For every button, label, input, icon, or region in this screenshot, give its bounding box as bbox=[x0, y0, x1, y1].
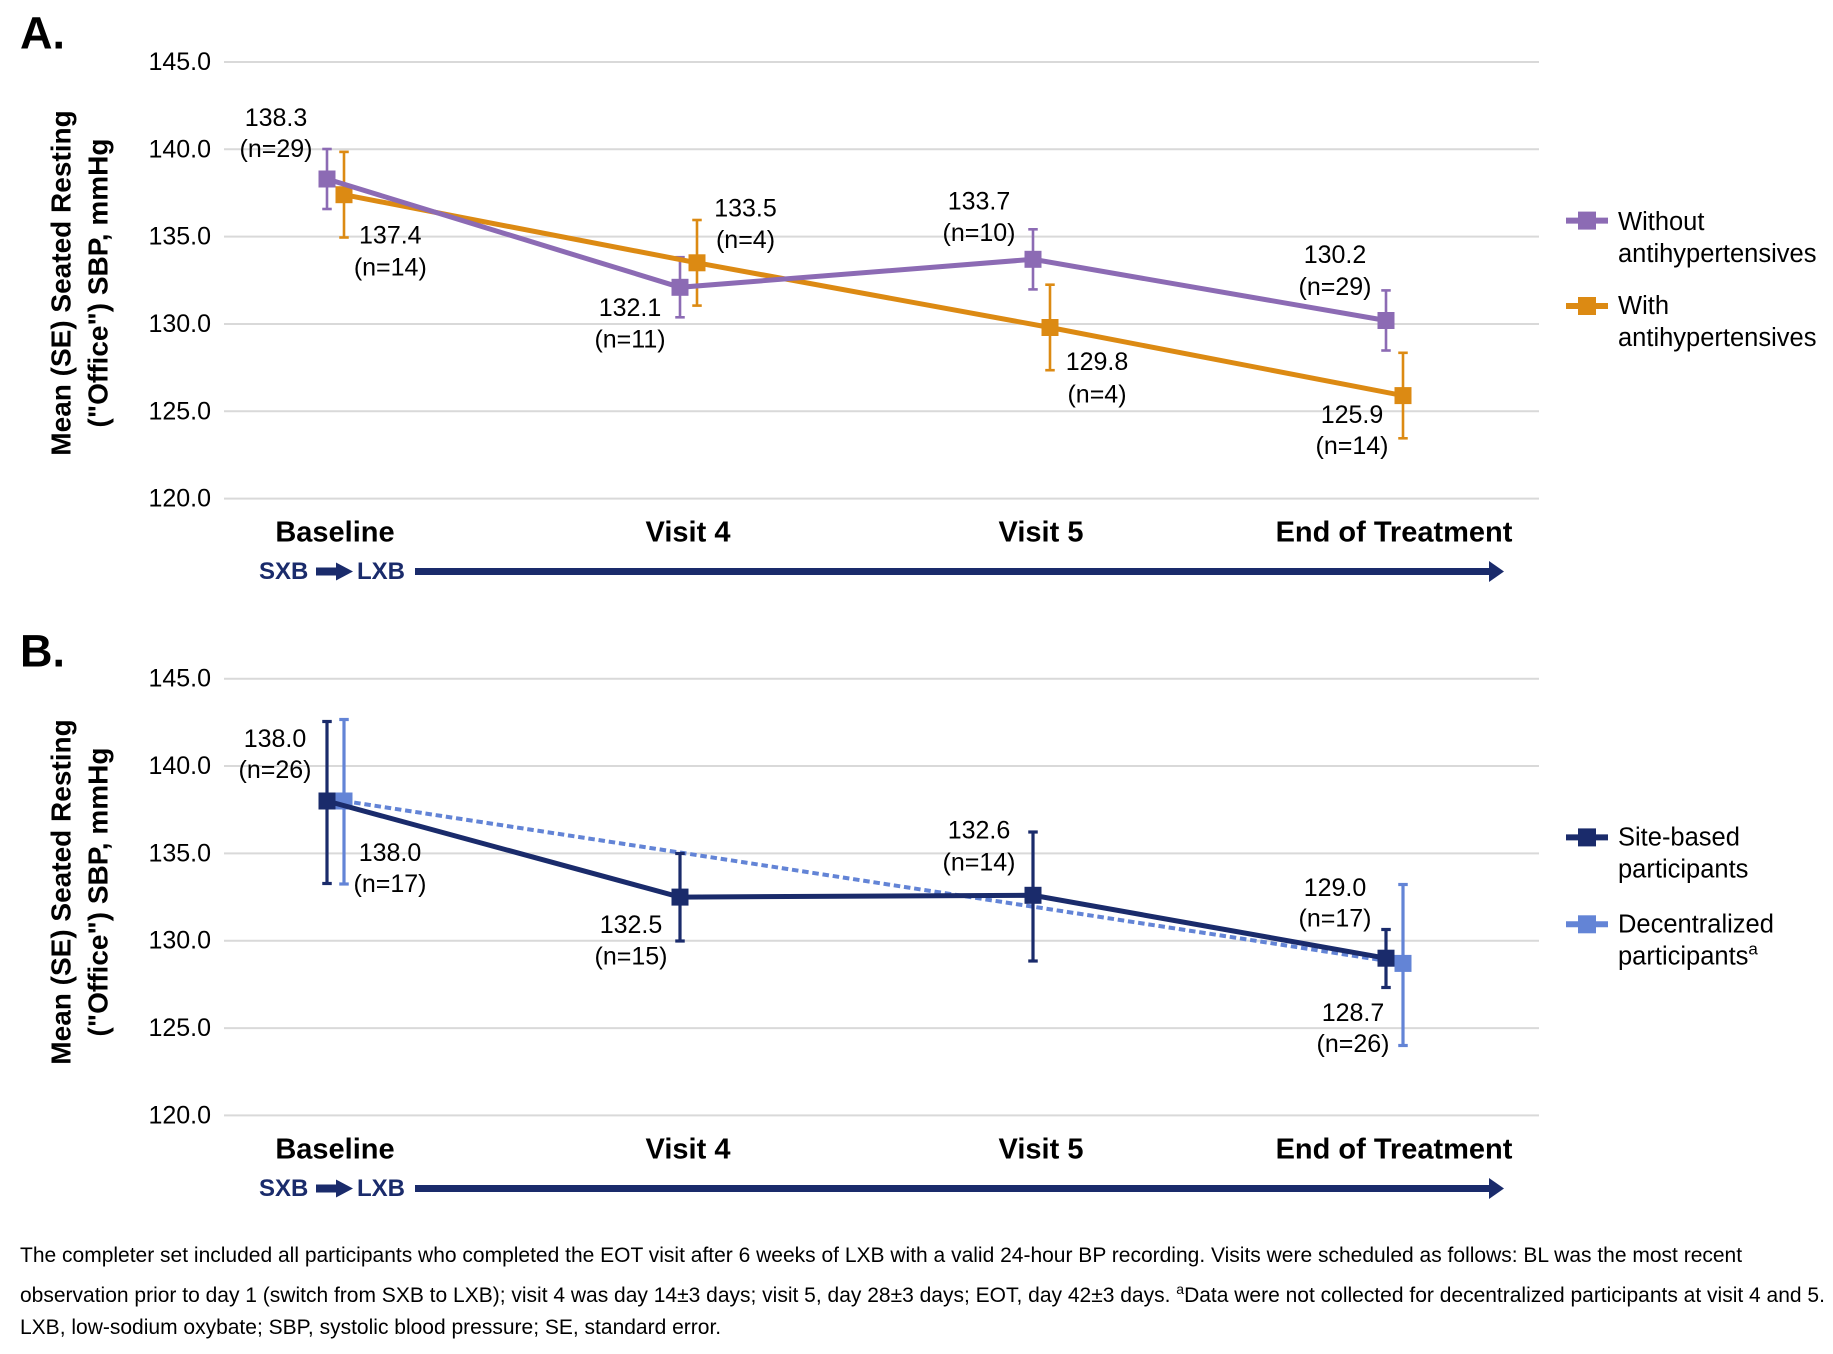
svg-text:End of Treatment: End of Treatment bbox=[1276, 1134, 1513, 1166]
svg-text:participantsa: participantsa bbox=[1618, 939, 1758, 971]
svg-text:120.0: 120.0 bbox=[148, 1101, 211, 1129]
svg-text:(n=26): (n=26) bbox=[1317, 1030, 1390, 1058]
svg-text:125.9: 125.9 bbox=[1321, 401, 1384, 429]
svg-text:antihypertensives: antihypertensives bbox=[1618, 324, 1816, 352]
svg-text:(n=14): (n=14) bbox=[354, 254, 427, 282]
svg-text:Visit 4: Visit 4 bbox=[646, 517, 731, 549]
svg-text:(n=4): (n=4) bbox=[1067, 381, 1126, 409]
svg-text:140.0: 140.0 bbox=[148, 135, 211, 163]
svg-text:125.0: 125.0 bbox=[148, 397, 211, 425]
svg-text:138.0: 138.0 bbox=[244, 725, 307, 753]
svg-text:130.2: 130.2 bbox=[1304, 241, 1367, 269]
svg-text:(n=29): (n=29) bbox=[1299, 273, 1372, 301]
svg-text:135.0: 135.0 bbox=[148, 223, 211, 251]
svg-text:128.7: 128.7 bbox=[1322, 999, 1385, 1027]
svg-text:(n=11): (n=11) bbox=[594, 325, 665, 353]
svg-text:LXB: LXB bbox=[357, 558, 405, 585]
svg-text:SXB: SXB bbox=[259, 1175, 308, 1202]
svg-text:137.4: 137.4 bbox=[359, 222, 422, 250]
svg-text:Baseline: Baseline bbox=[275, 1134, 394, 1166]
svg-text:138.0: 138.0 bbox=[359, 839, 422, 867]
svg-text:(n=17): (n=17) bbox=[1299, 905, 1372, 933]
svg-text:(n=29): (n=29) bbox=[240, 135, 313, 163]
svg-text:138.3: 138.3 bbox=[245, 104, 308, 132]
svg-text:SXB: SXB bbox=[259, 558, 308, 585]
svg-text:129.0: 129.0 bbox=[1304, 874, 1367, 902]
svg-text:(n=15): (n=15) bbox=[595, 943, 668, 971]
svg-text:145.0: 145.0 bbox=[148, 48, 211, 76]
svg-text:130.0: 130.0 bbox=[148, 310, 211, 338]
svg-text:132.5: 132.5 bbox=[600, 911, 663, 939]
svg-text:(n=26): (n=26) bbox=[239, 756, 312, 784]
svg-text:("Office") SBP, mmHg: ("Office") SBP, mmHg bbox=[83, 748, 114, 1037]
svg-text:Visit 4: Visit 4 bbox=[646, 1134, 731, 1166]
svg-text:145.0: 145.0 bbox=[148, 665, 211, 693]
svg-text:Mean (SE) Seated Resting: Mean (SE) Seated Resting bbox=[46, 110, 77, 455]
svg-text:125.0: 125.0 bbox=[148, 1014, 211, 1042]
svg-text:B.: B. bbox=[20, 626, 65, 677]
svg-text:antihypertensives: antihypertensives bbox=[1618, 240, 1816, 268]
svg-text:("Office") SBP, mmHg: ("Office") SBP, mmHg bbox=[83, 139, 114, 428]
svg-text:133.7: 133.7 bbox=[948, 188, 1011, 216]
svg-text:(n=10): (n=10) bbox=[943, 219, 1016, 247]
svg-text:Site-based: Site-based bbox=[1618, 823, 1740, 851]
svg-text:135.0: 135.0 bbox=[148, 839, 211, 867]
svg-text:Without: Without bbox=[1618, 208, 1704, 236]
svg-text:120.0: 120.0 bbox=[148, 485, 211, 513]
svg-text:130.0: 130.0 bbox=[148, 927, 211, 955]
svg-text:(n=17): (n=17) bbox=[354, 870, 427, 898]
svg-text:Baseline: Baseline bbox=[275, 517, 394, 549]
svg-text:129.8: 129.8 bbox=[1066, 348, 1129, 376]
svg-text:LXB: LXB bbox=[357, 1175, 405, 1202]
svg-text:140.0: 140.0 bbox=[148, 752, 211, 780]
svg-text:participants: participants bbox=[1618, 855, 1748, 883]
svg-text:With: With bbox=[1618, 292, 1669, 320]
svg-text:133.5: 133.5 bbox=[714, 194, 777, 222]
svg-text:End of Treatment: End of Treatment bbox=[1276, 517, 1513, 549]
svg-text:A.: A. bbox=[20, 8, 65, 59]
svg-text:Visit 5: Visit 5 bbox=[999, 1134, 1084, 1166]
svg-text:132.1: 132.1 bbox=[599, 294, 662, 322]
svg-text:(n=14): (n=14) bbox=[943, 849, 1016, 877]
svg-text:Mean (SE) Seated Resting: Mean (SE) Seated Resting bbox=[46, 719, 77, 1064]
svg-text:(n=4): (n=4) bbox=[716, 226, 775, 254]
svg-text:132.6: 132.6 bbox=[948, 817, 1011, 845]
svg-text:(n=14): (n=14) bbox=[1316, 432, 1389, 460]
svg-text:Decentralized: Decentralized bbox=[1618, 910, 1774, 938]
svg-text:Visit 5: Visit 5 bbox=[999, 517, 1084, 549]
